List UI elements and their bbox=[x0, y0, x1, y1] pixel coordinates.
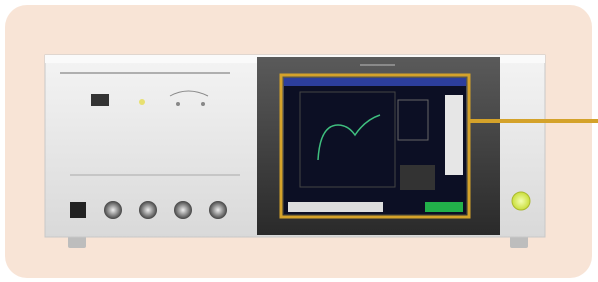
terminal bbox=[174, 201, 192, 219]
softkeys bbox=[445, 95, 463, 175]
usb-port bbox=[91, 94, 109, 106]
terminal bbox=[209, 201, 227, 219]
tab-bar bbox=[288, 202, 383, 212]
terminal bbox=[104, 201, 122, 219]
readout bbox=[400, 165, 435, 190]
scene bbox=[0, 0, 598, 282]
start-key bbox=[425, 202, 463, 212]
led bbox=[139, 99, 145, 105]
terminal bbox=[139, 201, 157, 219]
indicator bbox=[176, 102, 180, 106]
power-button bbox=[512, 192, 530, 210]
terminal bbox=[70, 202, 86, 218]
screen-header bbox=[284, 78, 466, 86]
indicator bbox=[201, 102, 205, 106]
screen bbox=[284, 78, 466, 214]
